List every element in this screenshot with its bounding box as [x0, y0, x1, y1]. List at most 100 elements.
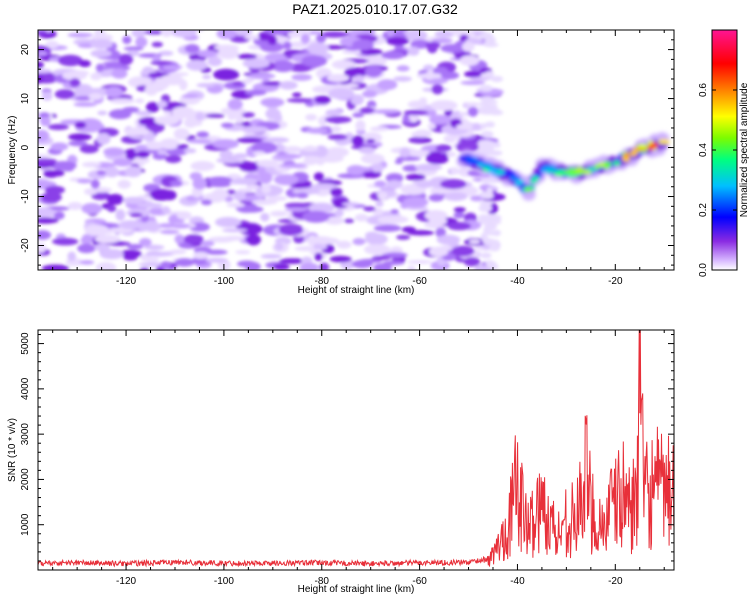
- noise-blob: [464, 70, 483, 78]
- noise-blob: [82, 161, 102, 168]
- noise-blob: [355, 120, 366, 132]
- noise-blob: [479, 200, 493, 207]
- ridge-core: [508, 170, 517, 177]
- noise-blob: [88, 92, 103, 101]
- ridge-hotspot: [603, 161, 610, 167]
- noise-blob: [429, 186, 453, 196]
- noise-blob: [393, 76, 412, 82]
- noise-blob: [203, 135, 222, 141]
- x-tick-label: -20: [608, 276, 623, 287]
- noise-blob: [188, 120, 203, 127]
- noise-blob: [109, 98, 136, 104]
- noise-blob: [221, 228, 248, 233]
- snr-x-ticks: -120 -100 -80 -60 -40 -20: [52, 330, 665, 587]
- colorbar-label: Normalized spectral amplitude: [739, 82, 750, 217]
- noise-blob: [359, 107, 376, 114]
- noise-blob: [113, 158, 133, 167]
- noise-blob: [169, 180, 183, 187]
- x-tick-label: -40: [510, 276, 525, 287]
- noise-blob: [38, 68, 52, 74]
- noise-blob: [38, 154, 52, 159]
- ridge-hotspot: [465, 159, 476, 165]
- noise-blob: [306, 42, 329, 54]
- noise-blob: [90, 49, 112, 58]
- noise-blob: [274, 153, 302, 159]
- noise-blob: [303, 155, 318, 166]
- noise-blob: [489, 150, 503, 156]
- noise-blob: [219, 149, 233, 160]
- noise-blob: [246, 234, 261, 246]
- noise-blob: [407, 230, 435, 236]
- noise-blob: [405, 173, 426, 181]
- noise-blob: [74, 121, 87, 129]
- noise-blob: [236, 137, 263, 143]
- noise-blob: [184, 234, 204, 245]
- noise-blob: [159, 138, 180, 150]
- noise-blob: [396, 156, 421, 161]
- noise-blob: [354, 213, 369, 222]
- noise-blob: [248, 73, 276, 80]
- noise-blob: [144, 83, 158, 96]
- noise-blob: [90, 179, 100, 189]
- noise-blob: [449, 167, 459, 175]
- noise-blob: [258, 32, 271, 41]
- noise-blob: [456, 123, 474, 130]
- noise-blob: [154, 115, 180, 126]
- noise-blob: [38, 72, 59, 84]
- noise-blob: [95, 63, 105, 72]
- ridge-hotspot: [482, 166, 490, 172]
- ridge-hotspot: [553, 171, 566, 177]
- noise-blob: [306, 127, 328, 134]
- noise-blob: [351, 135, 365, 146]
- noise-blob: [183, 148, 197, 154]
- noise-blob: [474, 265, 490, 270]
- noise-blob: [365, 65, 383, 78]
- y-tick-label: 20: [20, 44, 31, 56]
- noise-blob: [96, 132, 111, 145]
- noise-blob: [40, 116, 51, 127]
- noise-blob: [205, 113, 225, 118]
- noise-blob: [435, 144, 452, 152]
- noise-blob: [138, 262, 167, 267]
- noise-blob: [245, 89, 267, 96]
- noise-blob: [186, 139, 212, 144]
- ridge-hotspot: [636, 144, 648, 149]
- noise-blob: [233, 191, 247, 201]
- noise-blob: [399, 147, 411, 158]
- snr-y-ticks: 1000 2000 3000 4000 5000: [20, 332, 674, 571]
- noise-blob: [44, 185, 65, 195]
- x-tick-label: -40: [510, 576, 525, 587]
- noise-blob: [159, 229, 180, 235]
- noise-blob: [414, 163, 443, 171]
- ridge-hotspot: [515, 179, 525, 185]
- noise-blob: [468, 239, 481, 245]
- noise-blob: [407, 260, 433, 264]
- noise-blob: [432, 38, 453, 44]
- noise-blob: [251, 141, 278, 154]
- noise-blob: [326, 73, 350, 83]
- x-tick-label: -80: [315, 276, 330, 287]
- noise-blob: [358, 146, 376, 154]
- noise-blob: [213, 68, 240, 81]
- noise-blob: [159, 74, 184, 86]
- noise-blob: [136, 110, 153, 116]
- noise-blob: [358, 258, 382, 264]
- noise-blob: [239, 112, 255, 118]
- noise-blob: [480, 232, 488, 241]
- noise-blob: [251, 199, 278, 205]
- noise-blob: [336, 240, 352, 249]
- ridge-hotspot: [574, 167, 584, 173]
- noise-blob: [259, 41, 284, 53]
- noise-blob: [375, 201, 384, 207]
- noise-blob: [314, 237, 340, 245]
- noise-blob: [427, 123, 436, 130]
- noise-blob: [273, 263, 290, 270]
- noise-blob: [360, 153, 385, 165]
- noise-blob: [41, 192, 62, 203]
- noise-blob: [364, 244, 391, 255]
- noise-blob: [493, 142, 501, 148]
- noise-blob: [123, 46, 144, 51]
- noise-blob: [216, 157, 242, 164]
- noise-blob: [266, 195, 288, 202]
